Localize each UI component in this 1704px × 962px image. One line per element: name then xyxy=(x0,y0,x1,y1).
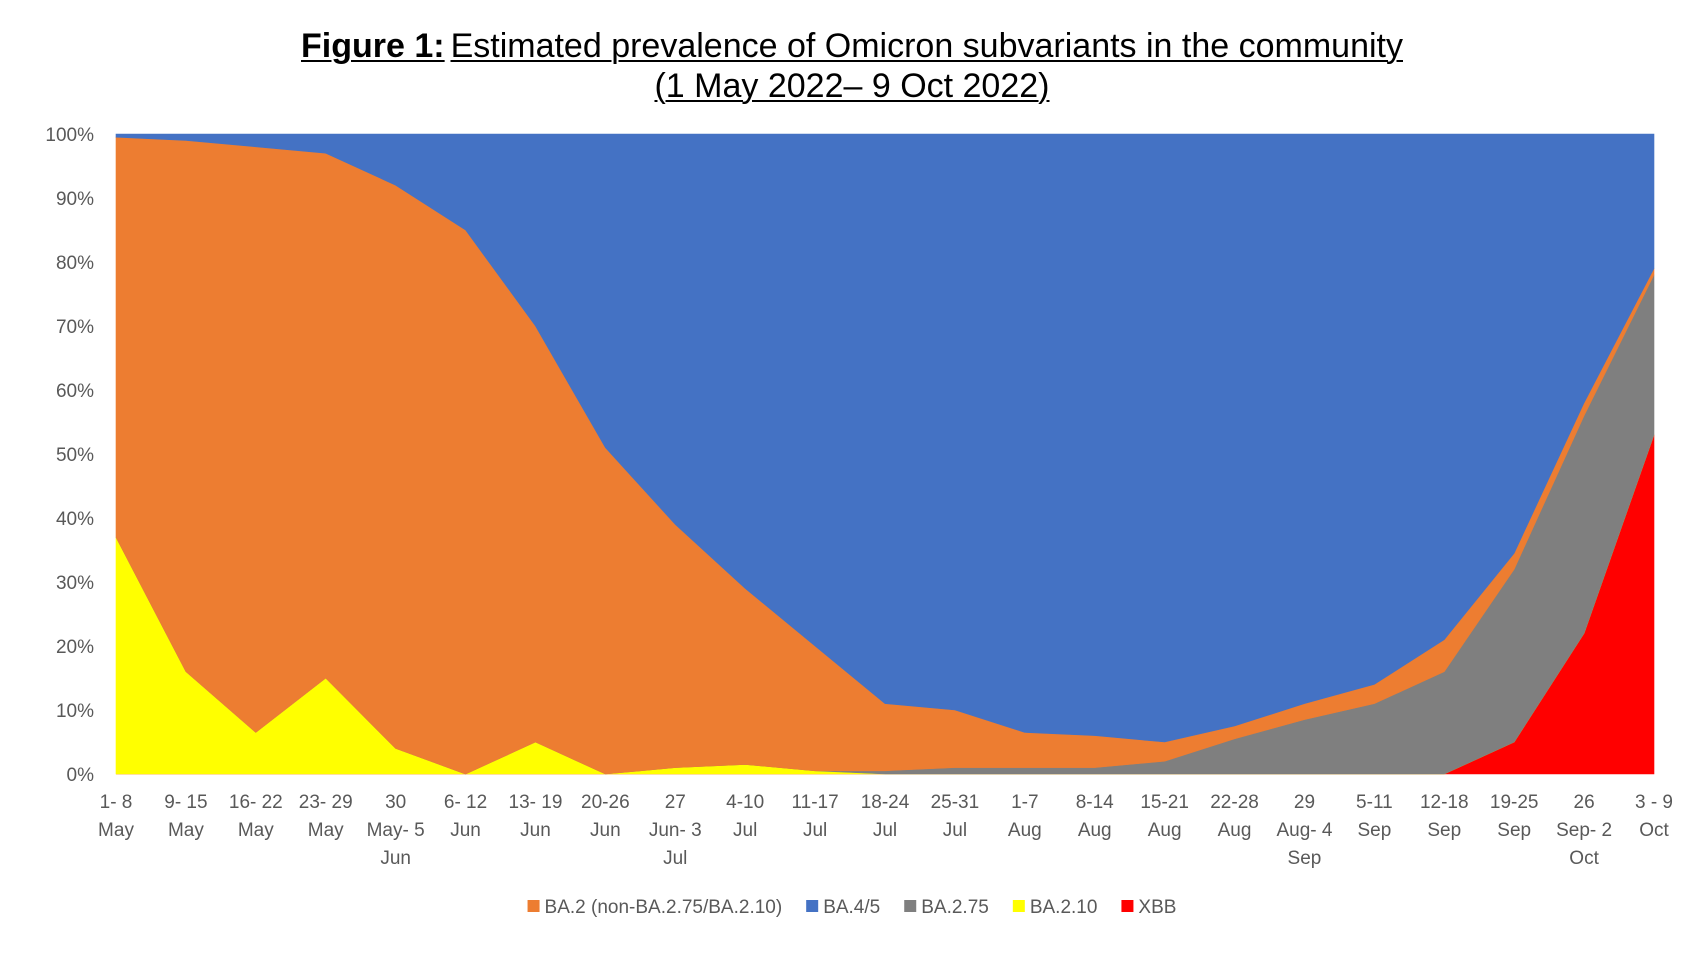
legend-swatch xyxy=(806,900,819,912)
chart-title: Figure 1: Estimated prevalence of Omicron… xyxy=(0,26,1704,106)
y-tick-label: 40% xyxy=(56,509,94,530)
legend-item-ba-2-75: BA.2.75 xyxy=(904,897,989,918)
series-areas xyxy=(115,133,1655,775)
chart-subtitle-line: (1 May 2022– 9 Oct 2022) xyxy=(0,66,1704,106)
x-tick-label: 18-24 Jul xyxy=(861,792,910,841)
x-tick-label: 5-11 Sep xyxy=(1356,792,1393,841)
x-axis: 1- 8 May 9- 15 May 16- 22 May 23- 29 May 30 May- … xyxy=(98,792,1673,869)
x-tick-label: 27 Jun- 3 Jul xyxy=(649,792,702,869)
y-tick-label: 0% xyxy=(67,765,95,786)
x-tick-label: 23- 29 May xyxy=(299,792,353,841)
x-tick-label: 30 May- 5 Jun xyxy=(367,792,425,869)
legend-label: BA.2.75 xyxy=(921,897,989,918)
y-tick-label: 10% xyxy=(56,701,94,722)
x-tick-label: 3 - 9 Oct xyxy=(1635,792,1673,841)
legend-swatch xyxy=(904,900,917,912)
x-tick-label: 8-14 Aug xyxy=(1076,792,1114,841)
y-tick-label: 50% xyxy=(56,445,94,466)
y-tick-label: 90% xyxy=(56,189,94,210)
y-tick-label: 80% xyxy=(56,253,94,274)
x-tick-label: 1- 8 May xyxy=(98,792,134,841)
x-tick-label: 9- 15 May xyxy=(164,792,207,841)
x-tick-label: 20-26 Jun xyxy=(581,792,630,841)
legend-item-ba-2-10: BA.2.10 xyxy=(1012,897,1098,918)
y-tick-label: 100% xyxy=(45,125,94,146)
legend-swatch xyxy=(527,900,540,912)
legend-item-ba-4-5: BA.4/5 xyxy=(806,897,880,918)
chart-title-prefix: Figure 1: xyxy=(301,27,445,65)
x-tick-label: 22-28 Aug xyxy=(1210,792,1259,841)
x-tick-label: 11-17 Jul xyxy=(791,792,838,841)
y-tick-label: 70% xyxy=(56,317,94,338)
x-tick-label: 6- 12 Jun xyxy=(444,792,487,841)
legend-swatch xyxy=(1121,900,1134,912)
area-ba-4-5 xyxy=(115,133,1655,743)
x-tick-label: 4-10 Jul xyxy=(726,792,764,841)
x-tick-label: 25-31 Jul xyxy=(931,792,980,841)
x-tick-label: 15-21 Aug xyxy=(1140,792,1189,841)
chart-title-main: Estimated prevalence of Omicron subvaria… xyxy=(450,27,1403,65)
chart-title-line: Figure 1: Estimated prevalence of Omicron… xyxy=(0,26,1704,66)
x-tick-label: 12-18 Sep xyxy=(1420,792,1469,841)
x-tick-label: 26 Sep- 2 Oct xyxy=(1556,792,1612,869)
y-tick-label: 20% xyxy=(56,637,94,658)
y-axis: 0% 10% 20% 30% 40% 50% 60% 70% 80% 90% 100% xyxy=(45,125,94,786)
legend-label: XBB xyxy=(1138,897,1176,918)
legend-item-ba-2-non-ba-2-75-ba-2-10: BA.2 (non-BA.2.75/BA.2.10) xyxy=(527,897,783,918)
legend-label: BA.2 (non-BA.2.75/BA.2.10) xyxy=(545,897,783,918)
legend: BA.2 (non-BA.2.75/BA.2.10) BA.4/5 BA.2.75 B… xyxy=(527,897,1176,918)
legend-swatch xyxy=(1012,900,1025,912)
y-tick-label: 60% xyxy=(56,381,94,402)
x-tick-label: 1-7 Aug xyxy=(1008,792,1042,841)
x-tick-label: 16- 22 May xyxy=(229,792,283,841)
chart-subtitle: (1 May 2022– 9 Oct 2022) xyxy=(654,67,1050,105)
y-tick-label: 30% xyxy=(56,573,94,594)
x-tick-label: 13- 19 Jun xyxy=(509,792,563,841)
legend-label: BA.4/5 xyxy=(823,897,880,918)
legend-item-xbb: XBB xyxy=(1121,897,1176,918)
x-tick-label: 29 Aug- 4 Sep xyxy=(1276,792,1332,869)
x-tick-label: 19-25 Sep xyxy=(1490,792,1539,841)
legend-label: BA.2.10 xyxy=(1030,897,1098,918)
